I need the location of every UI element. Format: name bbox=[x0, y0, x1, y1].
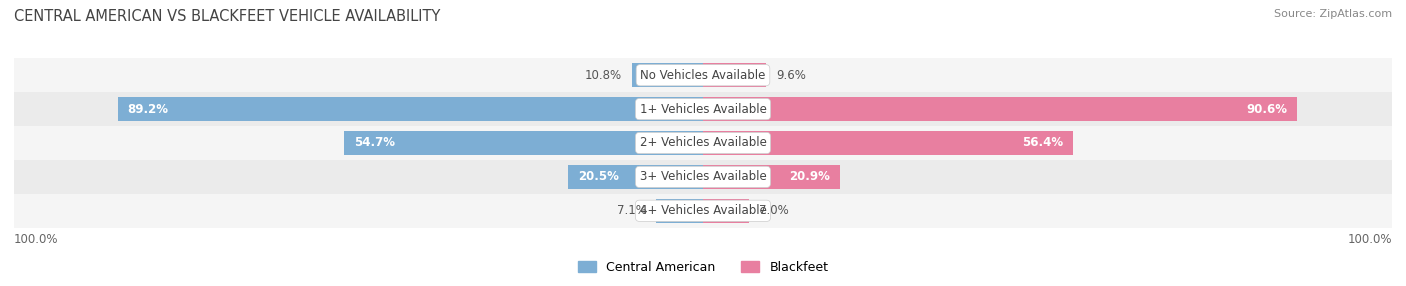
Bar bbox=[14, 58, 1392, 92]
Bar bbox=[118, 97, 703, 121]
Bar bbox=[568, 165, 703, 189]
Text: 90.6%: 90.6% bbox=[1247, 103, 1288, 116]
Text: 7.1%: 7.1% bbox=[617, 204, 647, 217]
Text: CENTRAL AMERICAN VS BLACKFEET VEHICLE AVAILABILITY: CENTRAL AMERICAN VS BLACKFEET VEHICLE AV… bbox=[14, 9, 440, 23]
Bar bbox=[657, 199, 703, 223]
Bar bbox=[14, 92, 1392, 126]
Bar bbox=[703, 63, 766, 87]
Bar bbox=[703, 165, 841, 189]
Text: 100.0%: 100.0% bbox=[14, 233, 59, 246]
Text: 100.0%: 100.0% bbox=[1347, 233, 1392, 246]
Legend: Central American, Blackfeet: Central American, Blackfeet bbox=[578, 261, 828, 274]
Text: Source: ZipAtlas.com: Source: ZipAtlas.com bbox=[1274, 9, 1392, 19]
Text: 89.2%: 89.2% bbox=[128, 103, 169, 116]
Text: 54.7%: 54.7% bbox=[354, 136, 395, 150]
Text: 10.8%: 10.8% bbox=[585, 69, 623, 82]
Bar bbox=[344, 131, 703, 155]
Text: 56.4%: 56.4% bbox=[1022, 136, 1063, 150]
Text: 1+ Vehicles Available: 1+ Vehicles Available bbox=[640, 103, 766, 116]
Text: 20.9%: 20.9% bbox=[789, 170, 831, 183]
Bar bbox=[703, 97, 1298, 121]
Text: No Vehicles Available: No Vehicles Available bbox=[640, 69, 766, 82]
Bar bbox=[703, 131, 1073, 155]
Bar bbox=[14, 126, 1392, 160]
Bar bbox=[633, 63, 703, 87]
Text: 2+ Vehicles Available: 2+ Vehicles Available bbox=[640, 136, 766, 150]
Text: 3+ Vehicles Available: 3+ Vehicles Available bbox=[640, 170, 766, 183]
Bar bbox=[703, 199, 749, 223]
Bar bbox=[14, 194, 1392, 228]
Text: 4+ Vehicles Available: 4+ Vehicles Available bbox=[640, 204, 766, 217]
Bar bbox=[14, 160, 1392, 194]
Text: 20.5%: 20.5% bbox=[578, 170, 619, 183]
Text: 7.0%: 7.0% bbox=[759, 204, 789, 217]
Text: 9.6%: 9.6% bbox=[776, 69, 806, 82]
